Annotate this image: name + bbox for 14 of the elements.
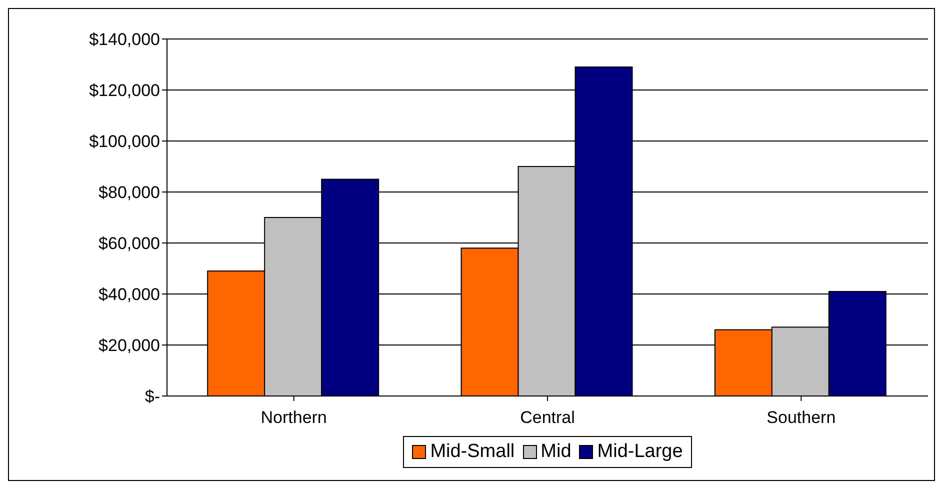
x-tick-label: Southern bbox=[766, 408, 836, 428]
y-tick-label: $- bbox=[144, 387, 160, 406]
x-tick-label: Northern bbox=[260, 408, 327, 428]
legend-label: Mid bbox=[540, 441, 572, 463]
y-tick-label: $100,000 bbox=[89, 132, 160, 152]
x-tick-label: Central bbox=[520, 408, 575, 428]
y-tick-label: $80,000 bbox=[98, 183, 160, 202]
legend-label: Mid-Large bbox=[596, 441, 683, 463]
legend-label: Mid-Small bbox=[429, 441, 515, 463]
y-tick-label: $140,000 bbox=[89, 30, 160, 50]
y-tick-label: $40,000 bbox=[98, 285, 160, 304]
y-tick-label: $20,000 bbox=[98, 336, 160, 356]
y-tick-label: $60,000 bbox=[98, 234, 160, 254]
y-tick-label: $120,000 bbox=[89, 81, 160, 100]
